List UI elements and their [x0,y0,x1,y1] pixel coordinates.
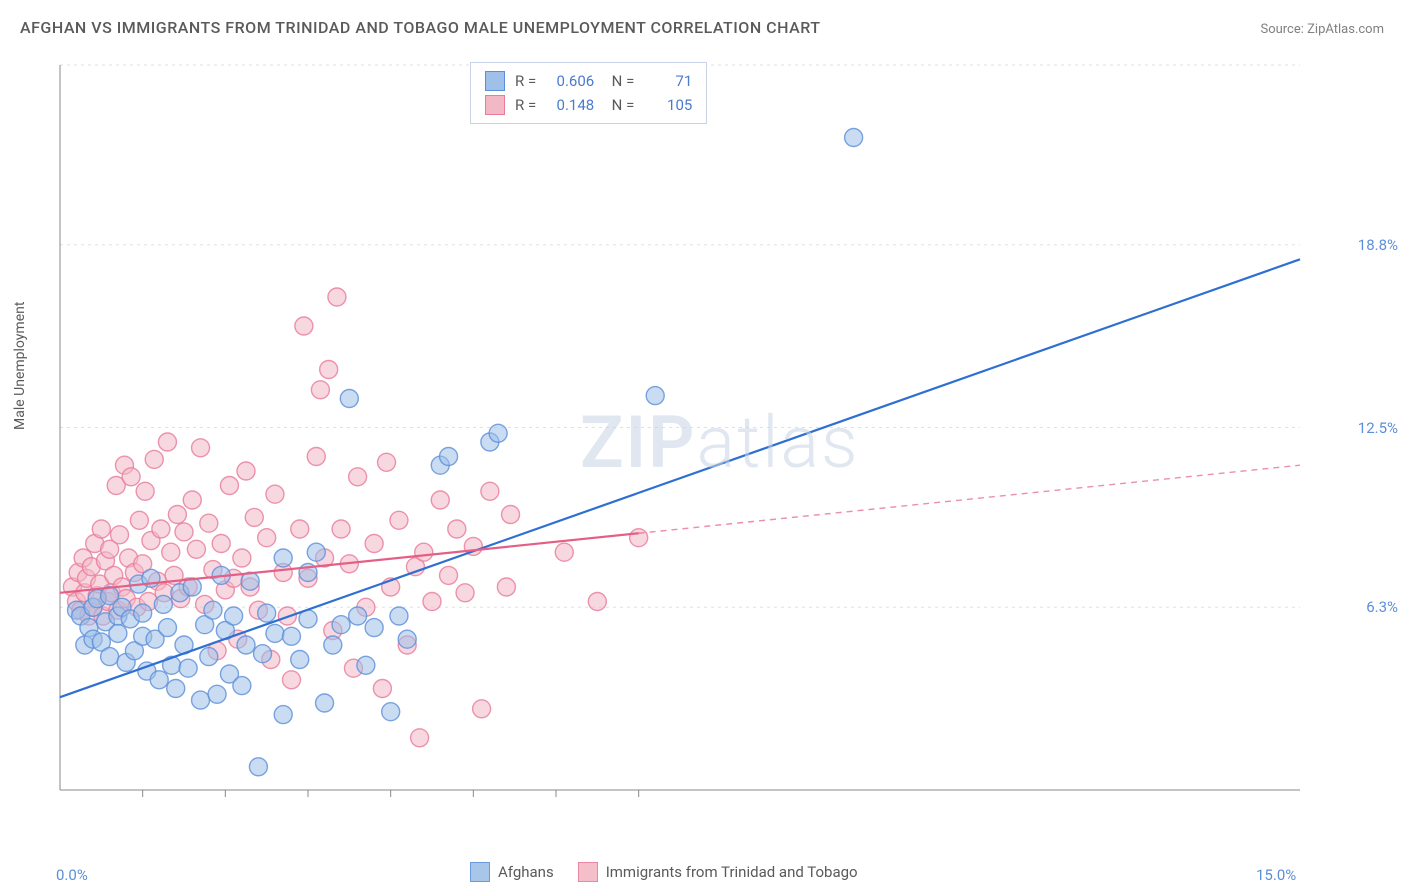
chart-area [50,60,1370,830]
legend-swatch-bottom-2 [578,862,598,882]
y-axis-label: Male Unemployment [12,302,28,430]
legend-item-1: Afghans [470,862,554,882]
y-tick-label: 18.8% [1358,236,1398,254]
correlation-legend: R = 0.606 N = 71 R = 0.148 N = 105 [470,62,707,124]
legend-n-label: N = [604,93,634,117]
legend-n-value-1: 71 [644,69,692,93]
legend-swatch-2 [485,95,505,115]
y-tick-label: 12.5% [1358,419,1398,437]
scatter-chart [50,60,1370,830]
legend-r-value-2: 0.148 [546,93,594,117]
legend-r-value-1: 0.606 [546,69,594,93]
legend-n-value-2: 105 [644,93,692,117]
legend-label-2: Immigrants from Trinidad and Tobago [606,863,858,881]
legend-n-label: N = [604,69,634,93]
x-tick-label: 0.0% [56,866,88,884]
series-legend: Afghans Immigrants from Trinidad and Tob… [470,862,858,882]
legend-r-label: R = [515,93,536,117]
legend-row-series-2: R = 0.148 N = 105 [485,93,692,117]
chart-title: AFGHAN VS IMMIGRANTS FROM TRINIDAD AND T… [20,18,821,37]
legend-swatch-1 [485,71,505,91]
x-tick-label: 15.0% [1256,866,1296,884]
source-attribution: Source: ZipAtlas.com [1260,22,1384,37]
legend-row-series-1: R = 0.606 N = 71 [485,69,692,93]
legend-swatch-bottom-1 [470,862,490,882]
legend-item-2: Immigrants from Trinidad and Tobago [578,862,858,882]
legend-r-label: R = [515,69,536,93]
y-tick-label: 6.3% [1366,598,1398,616]
legend-label-1: Afghans [498,863,554,881]
